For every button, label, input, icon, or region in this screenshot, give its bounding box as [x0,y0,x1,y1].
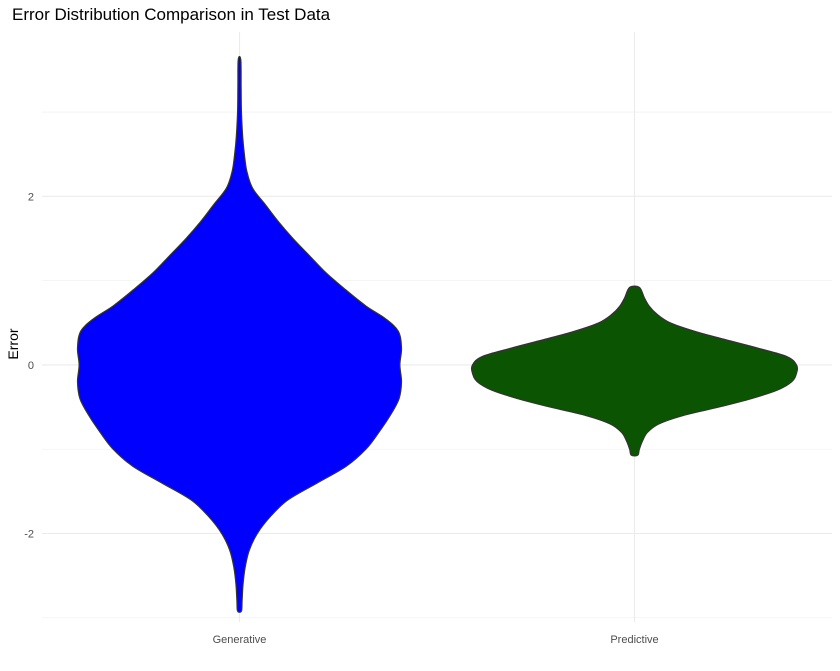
violin-generative [76,55,403,613]
x-tick-label: Predictive [610,634,658,646]
y-tick-label: -2 [24,529,34,541]
x-tick-label: Generative [213,634,267,646]
x-axis-ticks: Generative Predictive [213,634,659,646]
violins [76,55,799,613]
violin-predictive [470,285,799,457]
chart-title: Error Distribution Comparison in Test Da… [12,5,331,24]
y-tick-label: 2 [28,191,34,203]
y-axis-label: Error [5,328,21,359]
y-tick-label: 0 [28,360,34,372]
y-axis-ticks: -2 0 2 [24,191,34,540]
